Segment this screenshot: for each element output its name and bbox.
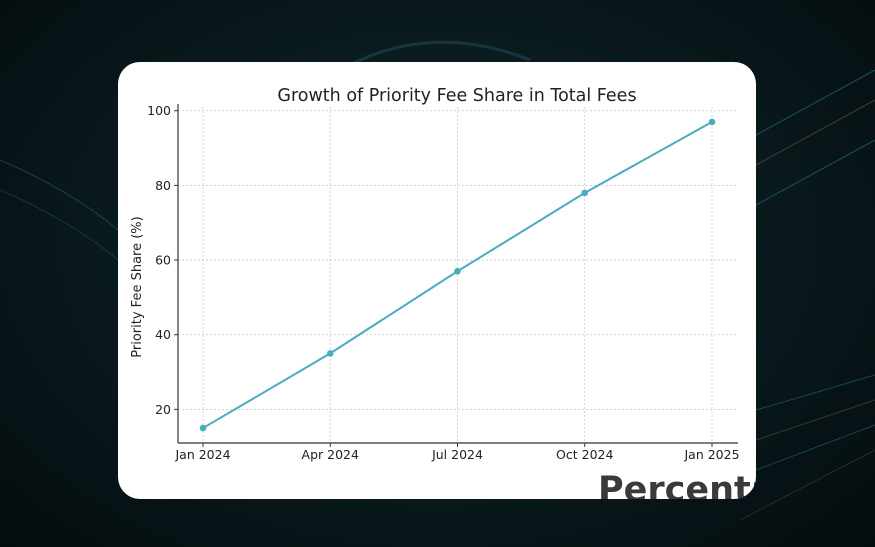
overflow-heading-text: Percenta [598, 470, 756, 499]
data-point [708, 118, 716, 126]
data-point [326, 350, 334, 357]
y-tick-label: 60 [155, 253, 171, 268]
data-point [581, 189, 589, 197]
chart-card: Jan 2024 Apr 2024 Jul 2024 Oct 2024 Jan 2025… [118, 62, 756, 499]
x-tick-label: Jan 2024 [174, 447, 230, 462]
data-point [199, 424, 207, 432]
data-point [454, 267, 461, 275]
x-tick-label: Oct 2024 [556, 447, 613, 462]
y-tick-label: 80 [155, 178, 171, 193]
line-chart: Jan 2024 Apr 2024 Jul 2024 Oct 2024 Jan 2025… [130, 86, 740, 462]
chart-title: Growth of Priority Fee Share in Total Fe… [277, 86, 636, 106]
y-axis-label: Priority Fee Share (%) [130, 216, 145, 357]
y-tick-label: 40 [155, 327, 171, 342]
y-tick-label: 100 [147, 103, 171, 118]
y-tick-label: 20 [155, 402, 171, 417]
x-tick-label: Jul 2024 [431, 447, 483, 462]
x-tick-label: Apr 2024 [302, 447, 359, 462]
x-tick-label: Jan 2025 [683, 447, 739, 462]
